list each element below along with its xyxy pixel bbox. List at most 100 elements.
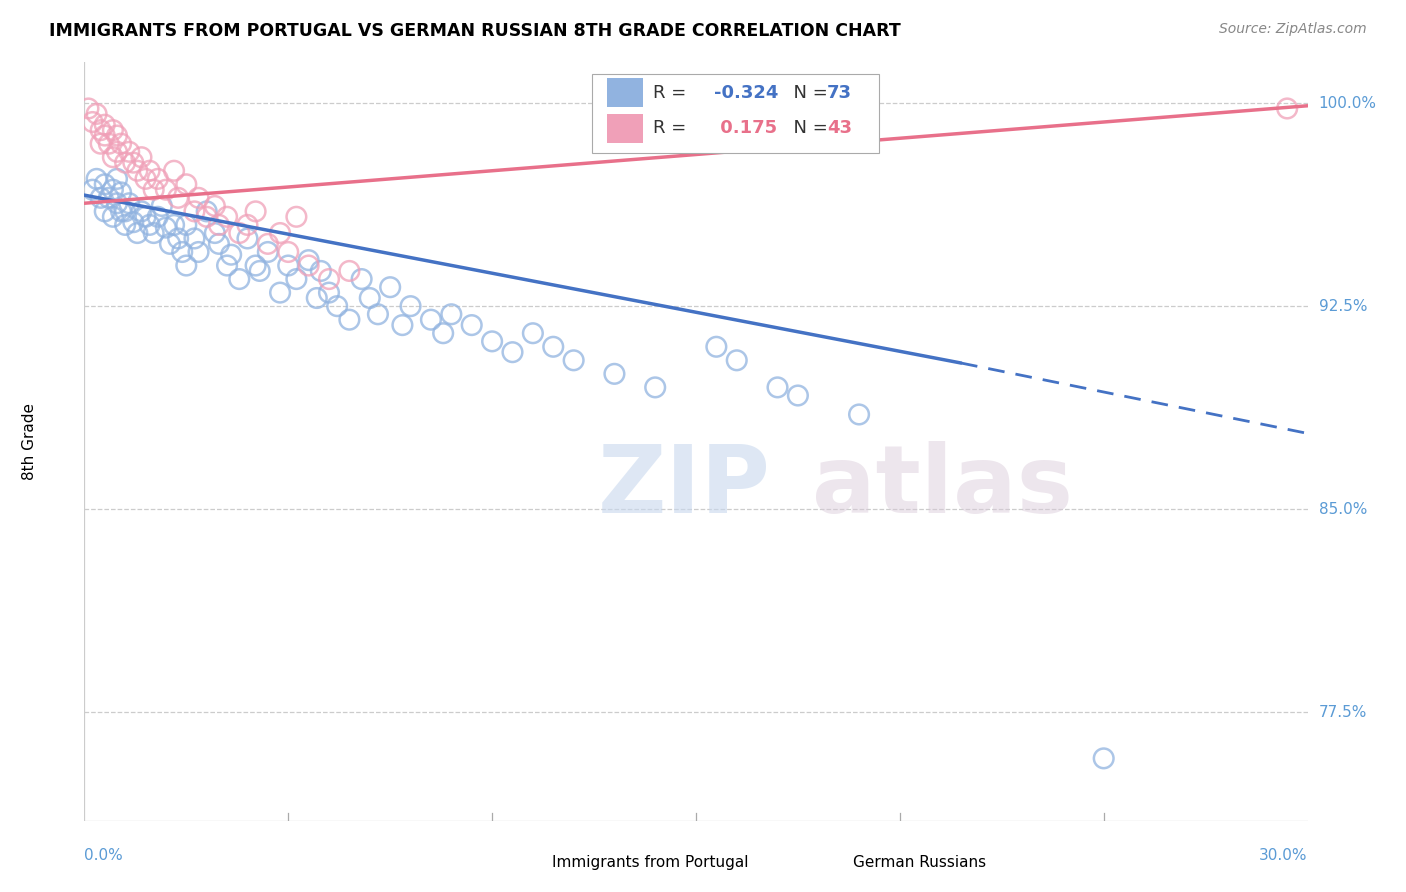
Text: N =: N = — [782, 84, 834, 102]
Point — [118, 196, 141, 211]
Point — [86, 107, 108, 121]
Point — [82, 115, 104, 129]
Point — [138, 163, 160, 178]
Point — [502, 345, 524, 359]
Point — [131, 204, 153, 219]
Text: 85.0%: 85.0% — [1319, 501, 1367, 516]
Point — [122, 215, 145, 229]
Point — [562, 353, 585, 368]
Point — [174, 178, 197, 192]
Point — [93, 178, 115, 192]
Point — [391, 318, 413, 332]
Point — [440, 307, 463, 321]
Point — [318, 285, 340, 300]
Point — [159, 236, 181, 251]
Point — [131, 150, 153, 164]
Point — [90, 123, 112, 137]
FancyBboxPatch shape — [606, 78, 644, 107]
Point — [298, 253, 321, 268]
Point — [208, 218, 231, 232]
Point — [269, 285, 291, 300]
Point — [350, 272, 373, 286]
Point — [82, 183, 104, 197]
Point — [135, 210, 157, 224]
Point — [183, 231, 205, 245]
Point — [101, 183, 124, 197]
Point — [305, 291, 328, 305]
Point — [172, 244, 194, 259]
Point — [163, 163, 186, 178]
Point — [187, 191, 209, 205]
Point — [461, 318, 484, 332]
Point — [219, 248, 242, 262]
Point — [380, 280, 402, 294]
Point — [432, 326, 454, 341]
Point — [706, 340, 728, 354]
Point — [208, 236, 231, 251]
Point — [167, 231, 190, 245]
Point — [86, 172, 108, 186]
Point — [105, 128, 128, 143]
Point — [105, 145, 128, 159]
Point — [257, 236, 280, 251]
Point — [167, 191, 190, 205]
Point — [142, 183, 165, 197]
Text: 8th Grade: 8th Grade — [22, 403, 37, 480]
Point — [766, 380, 789, 394]
FancyBboxPatch shape — [592, 74, 880, 153]
Point — [146, 210, 169, 224]
Point — [183, 204, 205, 219]
Point — [114, 204, 136, 219]
Point — [101, 210, 124, 224]
Point — [285, 210, 308, 224]
Point — [155, 183, 177, 197]
Point — [318, 272, 340, 286]
Point — [245, 259, 267, 273]
Text: 92.5%: 92.5% — [1319, 299, 1367, 314]
Point — [127, 226, 149, 240]
Point — [77, 102, 100, 116]
Point — [146, 172, 169, 186]
Point — [359, 291, 381, 305]
Text: atlas: atlas — [813, 441, 1073, 533]
Point — [787, 388, 810, 402]
Point — [236, 231, 259, 245]
Point — [105, 196, 128, 211]
Point — [277, 259, 299, 273]
Point — [138, 218, 160, 232]
Text: R =: R = — [654, 84, 692, 102]
Text: Immigrants from Portugal: Immigrants from Portugal — [551, 855, 748, 870]
Text: German Russians: German Russians — [852, 855, 986, 870]
Point — [122, 155, 145, 169]
Text: 0.175: 0.175 — [714, 120, 778, 137]
Text: 73: 73 — [827, 84, 852, 102]
Point — [114, 218, 136, 232]
Point — [204, 199, 226, 213]
Point — [204, 226, 226, 240]
Point — [848, 408, 870, 422]
Point — [326, 299, 349, 313]
Point — [249, 264, 271, 278]
Point — [228, 272, 250, 286]
Point — [217, 259, 239, 273]
Point — [236, 218, 259, 232]
Point — [174, 218, 197, 232]
Text: 43: 43 — [827, 120, 852, 137]
Point — [101, 123, 124, 137]
Point — [309, 264, 332, 278]
Point — [285, 272, 308, 286]
Point — [118, 145, 141, 159]
Point — [245, 204, 267, 219]
Point — [1092, 751, 1115, 765]
Point — [110, 204, 132, 219]
Point — [277, 244, 299, 259]
Point — [522, 326, 544, 341]
Point — [1277, 102, 1299, 116]
Point — [97, 136, 120, 151]
Point — [174, 259, 197, 273]
FancyBboxPatch shape — [806, 850, 842, 879]
Point — [420, 312, 443, 326]
Point — [543, 340, 565, 354]
Point — [110, 136, 132, 151]
Text: 0.0%: 0.0% — [84, 847, 124, 863]
